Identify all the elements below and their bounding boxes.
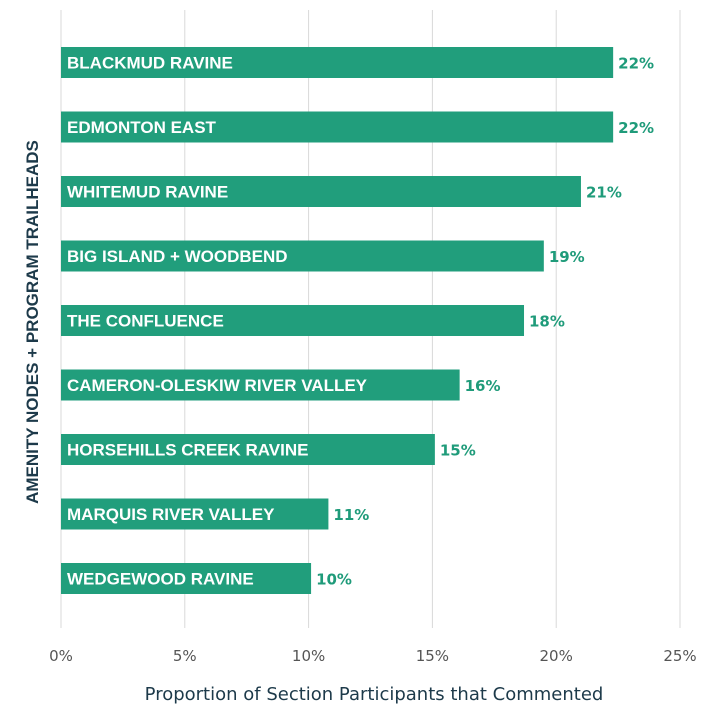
bar-value-label: 11% bbox=[333, 506, 369, 524]
bar-category-label: BLACKMUD RAVINE bbox=[67, 54, 233, 73]
bar bbox=[61, 563, 312, 594]
bar-category-label: MARQUIS RIVER VALLEY bbox=[67, 505, 275, 524]
x-tick-label: 25% bbox=[663, 647, 696, 665]
bar-value-label: 15% bbox=[440, 442, 476, 460]
bar-category-label: CAMERON-OLESKIW RIVER VALLEY bbox=[67, 376, 368, 395]
bar-value-label: 18% bbox=[529, 313, 565, 331]
bar-value-label: 19% bbox=[549, 248, 585, 266]
bar bbox=[61, 305, 525, 336]
bar-group: CAMERON-OLESKIW RIVER VALLEY 16% bbox=[61, 369, 501, 401]
bar bbox=[61, 240, 544, 272]
y-axis-title: AMENITY NODES + PROGRAM TRAILHEADS bbox=[23, 140, 42, 504]
x-tick-label: 20% bbox=[540, 647, 573, 665]
bar-category-label: WHITEMUD RAVINE bbox=[67, 183, 228, 202]
bar-value-label: 21% bbox=[586, 184, 622, 202]
bar-group: MARQUIS RIVER VALLEY 11% bbox=[61, 498, 369, 530]
bar-value-label: 22% bbox=[618, 55, 654, 73]
x-axis-ticks: 0% 5% 10% 15% 20% 25% bbox=[49, 647, 697, 665]
bar bbox=[61, 434, 435, 465]
x-tick-label: 15% bbox=[416, 647, 449, 665]
bar-group: THE CONFLUENCE 18% bbox=[61, 305, 565, 336]
bar bbox=[61, 369, 460, 401]
bar-group: WEDGEWOOD RAVINE 10% bbox=[61, 563, 352, 594]
bar-group: WHITEMUD RAVINE 21% bbox=[61, 176, 622, 207]
bar bbox=[61, 111, 614, 143]
x-tick-label: 5% bbox=[173, 647, 197, 665]
bar-category-label: HORSEHILLS CREEK RAVINE bbox=[67, 441, 309, 460]
bar-group: BLACKMUD RAVINE 22% bbox=[61, 47, 654, 78]
bar-value-label: 22% bbox=[618, 119, 654, 137]
bar bbox=[61, 498, 329, 530]
bar-group: BIG ISLAND + WOODBEND 19% bbox=[61, 240, 585, 272]
x-tick-label: 10% bbox=[292, 647, 325, 665]
bar bbox=[61, 176, 581, 207]
bar bbox=[61, 47, 614, 78]
bar-group: HORSEHILLS CREEK RAVINE 15% bbox=[61, 434, 476, 465]
x-tick-label: 0% bbox=[49, 647, 73, 665]
bar-category-label: EDMONTON EAST bbox=[67, 118, 217, 137]
bar-value-label: 16% bbox=[465, 377, 501, 395]
bar-value-label: 10% bbox=[316, 571, 352, 589]
x-axis-title: Proportion of Section Participants that … bbox=[145, 684, 604, 705]
bar-category-label: WEDGEWOOD RAVINE bbox=[67, 570, 254, 589]
bar-category-label: BIG ISLAND + WOODBEND bbox=[67, 247, 288, 266]
bars: BLACKMUD RAVINE 22% EDMONTON EAST 22% WHITEM… bbox=[61, 47, 654, 594]
bar-group: EDMONTON EAST 22% bbox=[61, 111, 654, 143]
bar-category-label: THE CONFLUENCE bbox=[67, 312, 224, 331]
